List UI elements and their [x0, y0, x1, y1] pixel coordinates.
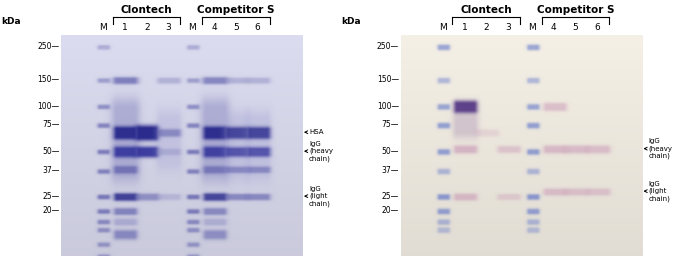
Text: Clontech: Clontech [460, 5, 512, 15]
Text: M: M [528, 23, 536, 32]
Text: M: M [189, 23, 196, 32]
Text: IgG
(light
chain): IgG (light chain) [644, 181, 670, 202]
Text: 150—: 150— [377, 75, 399, 84]
Text: 20—: 20— [42, 206, 60, 215]
Text: Clontech: Clontech [121, 5, 172, 15]
Text: 150—: 150— [37, 75, 60, 84]
Text: 5: 5 [233, 23, 239, 32]
Text: 250—: 250— [377, 42, 399, 51]
Text: 25—: 25— [382, 192, 399, 201]
Text: M: M [99, 23, 107, 32]
Text: M: M [439, 23, 447, 32]
Text: 37—: 37— [382, 166, 399, 175]
Text: 4: 4 [211, 23, 217, 32]
Text: 3: 3 [166, 23, 171, 32]
Text: 2: 2 [483, 23, 489, 32]
Text: 37—: 37— [42, 166, 60, 175]
Text: 50—: 50— [42, 147, 60, 156]
Text: 3: 3 [505, 23, 511, 32]
Text: 50—: 50— [382, 147, 399, 156]
Text: 100—: 100— [377, 102, 399, 111]
Text: Competitor S: Competitor S [536, 5, 614, 15]
Text: 2: 2 [144, 23, 149, 32]
Text: 1: 1 [462, 23, 467, 32]
Text: kDa: kDa [1, 17, 21, 26]
Text: IgG
(heavy
chain): IgG (heavy chain) [644, 138, 672, 159]
Text: 75—: 75— [382, 120, 399, 129]
Text: Competitor S: Competitor S [197, 5, 274, 15]
Text: 5: 5 [572, 23, 579, 32]
Text: 75—: 75— [42, 120, 60, 129]
Text: 100—: 100— [37, 102, 60, 111]
Text: 25—: 25— [42, 192, 60, 201]
Text: 1: 1 [122, 23, 128, 32]
Text: 4: 4 [551, 23, 557, 32]
Text: 20—: 20— [382, 206, 399, 215]
Text: IgG
(light
chain): IgG (light chain) [305, 186, 331, 207]
Text: HSA: HSA [305, 129, 323, 135]
Text: 6: 6 [594, 23, 600, 32]
Text: kDa: kDa [341, 17, 361, 26]
Text: 250—: 250— [37, 42, 60, 51]
Text: 6: 6 [255, 23, 261, 32]
Text: IgG
(heavy
chain): IgG (heavy chain) [305, 141, 333, 162]
